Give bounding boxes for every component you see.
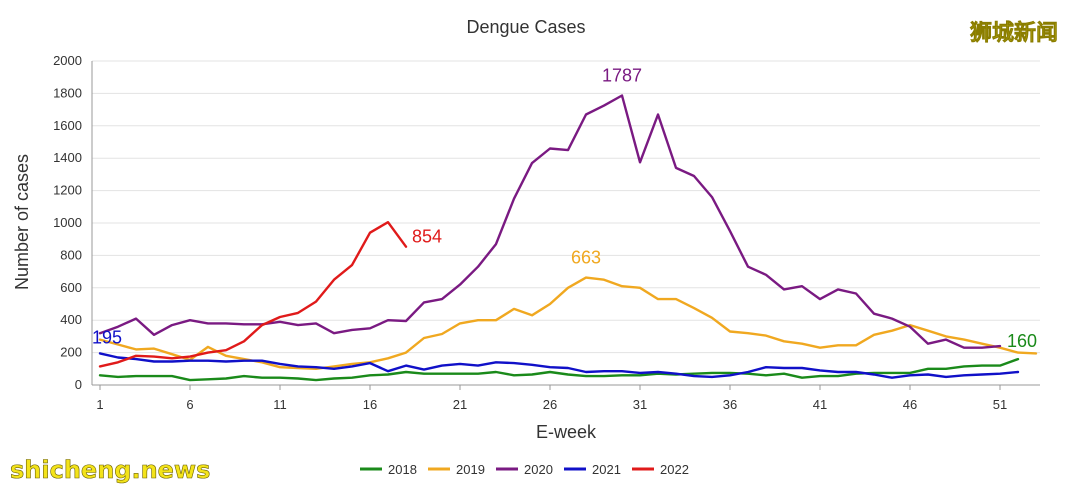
y-axis-title: Number of cases <box>12 154 32 290</box>
peak-label-2021: 195 <box>92 327 122 347</box>
x-tick-label: 11 <box>273 397 287 412</box>
x-tick-label: 1 <box>96 397 103 412</box>
series-line-2022 <box>98 220 408 368</box>
legend: 2018 2019 2020 2021 2022 <box>360 462 689 477</box>
legend-label-2019: 2019 <box>456 462 485 477</box>
watermark-bottom-left: shicheng.news <box>10 456 210 484</box>
chart-title: Dengue Cases <box>466 17 585 37</box>
peak-label-2022: 854 <box>412 227 442 247</box>
legend-label-2021: 2021 <box>592 462 621 477</box>
x-tick-label: 51 <box>993 397 1007 412</box>
x-tick-label: 31 <box>633 397 647 412</box>
x-tick-label: 41 <box>813 397 827 412</box>
x-tick-label: 36 <box>723 397 737 412</box>
peak-label-2018: 160 <box>1007 331 1037 351</box>
series-line-2018 <box>98 357 1020 382</box>
y-tick-label: 1800 <box>53 85 82 100</box>
y-tick-label: 800 <box>60 247 82 262</box>
x-tick-label: 16 <box>363 397 377 412</box>
y-tick-label: 1600 <box>53 118 82 133</box>
x-axis-title: E-week <box>536 422 597 442</box>
x-tick-label: 21 <box>453 397 467 412</box>
y-tick-label: 200 <box>60 345 82 360</box>
x-tick-label: 6 <box>186 397 193 412</box>
series-line-2021 <box>98 352 1020 379</box>
y-tick-label: 1400 <box>53 150 82 165</box>
legend-label-2018: 2018 <box>388 462 417 477</box>
y-tick-label: 1000 <box>53 215 82 230</box>
x-tick-label: 46 <box>903 397 917 412</box>
y-tick-label: 1200 <box>53 183 82 198</box>
y-tick-label: 2000 <box>53 53 82 68</box>
y-tick-label: 0 <box>75 377 82 392</box>
legend-label-2022: 2022 <box>660 462 689 477</box>
y-tick-label: 600 <box>60 280 82 295</box>
peak-label-2019: 663 <box>571 248 601 268</box>
peak-label-2020: 1787 <box>602 66 642 86</box>
y-tick-label: 400 <box>60 312 82 327</box>
gridlines <box>92 60 1040 386</box>
x-tick-label: 26 <box>543 397 557 412</box>
legend-label-2020: 2020 <box>524 462 553 477</box>
series-line-2020 <box>98 94 1002 349</box>
peak-labels: 195 854 663 1787 160 <box>92 66 1037 352</box>
watermark-top-right: 狮城新闻 <box>970 20 1058 46</box>
series-lines <box>98 94 1038 382</box>
